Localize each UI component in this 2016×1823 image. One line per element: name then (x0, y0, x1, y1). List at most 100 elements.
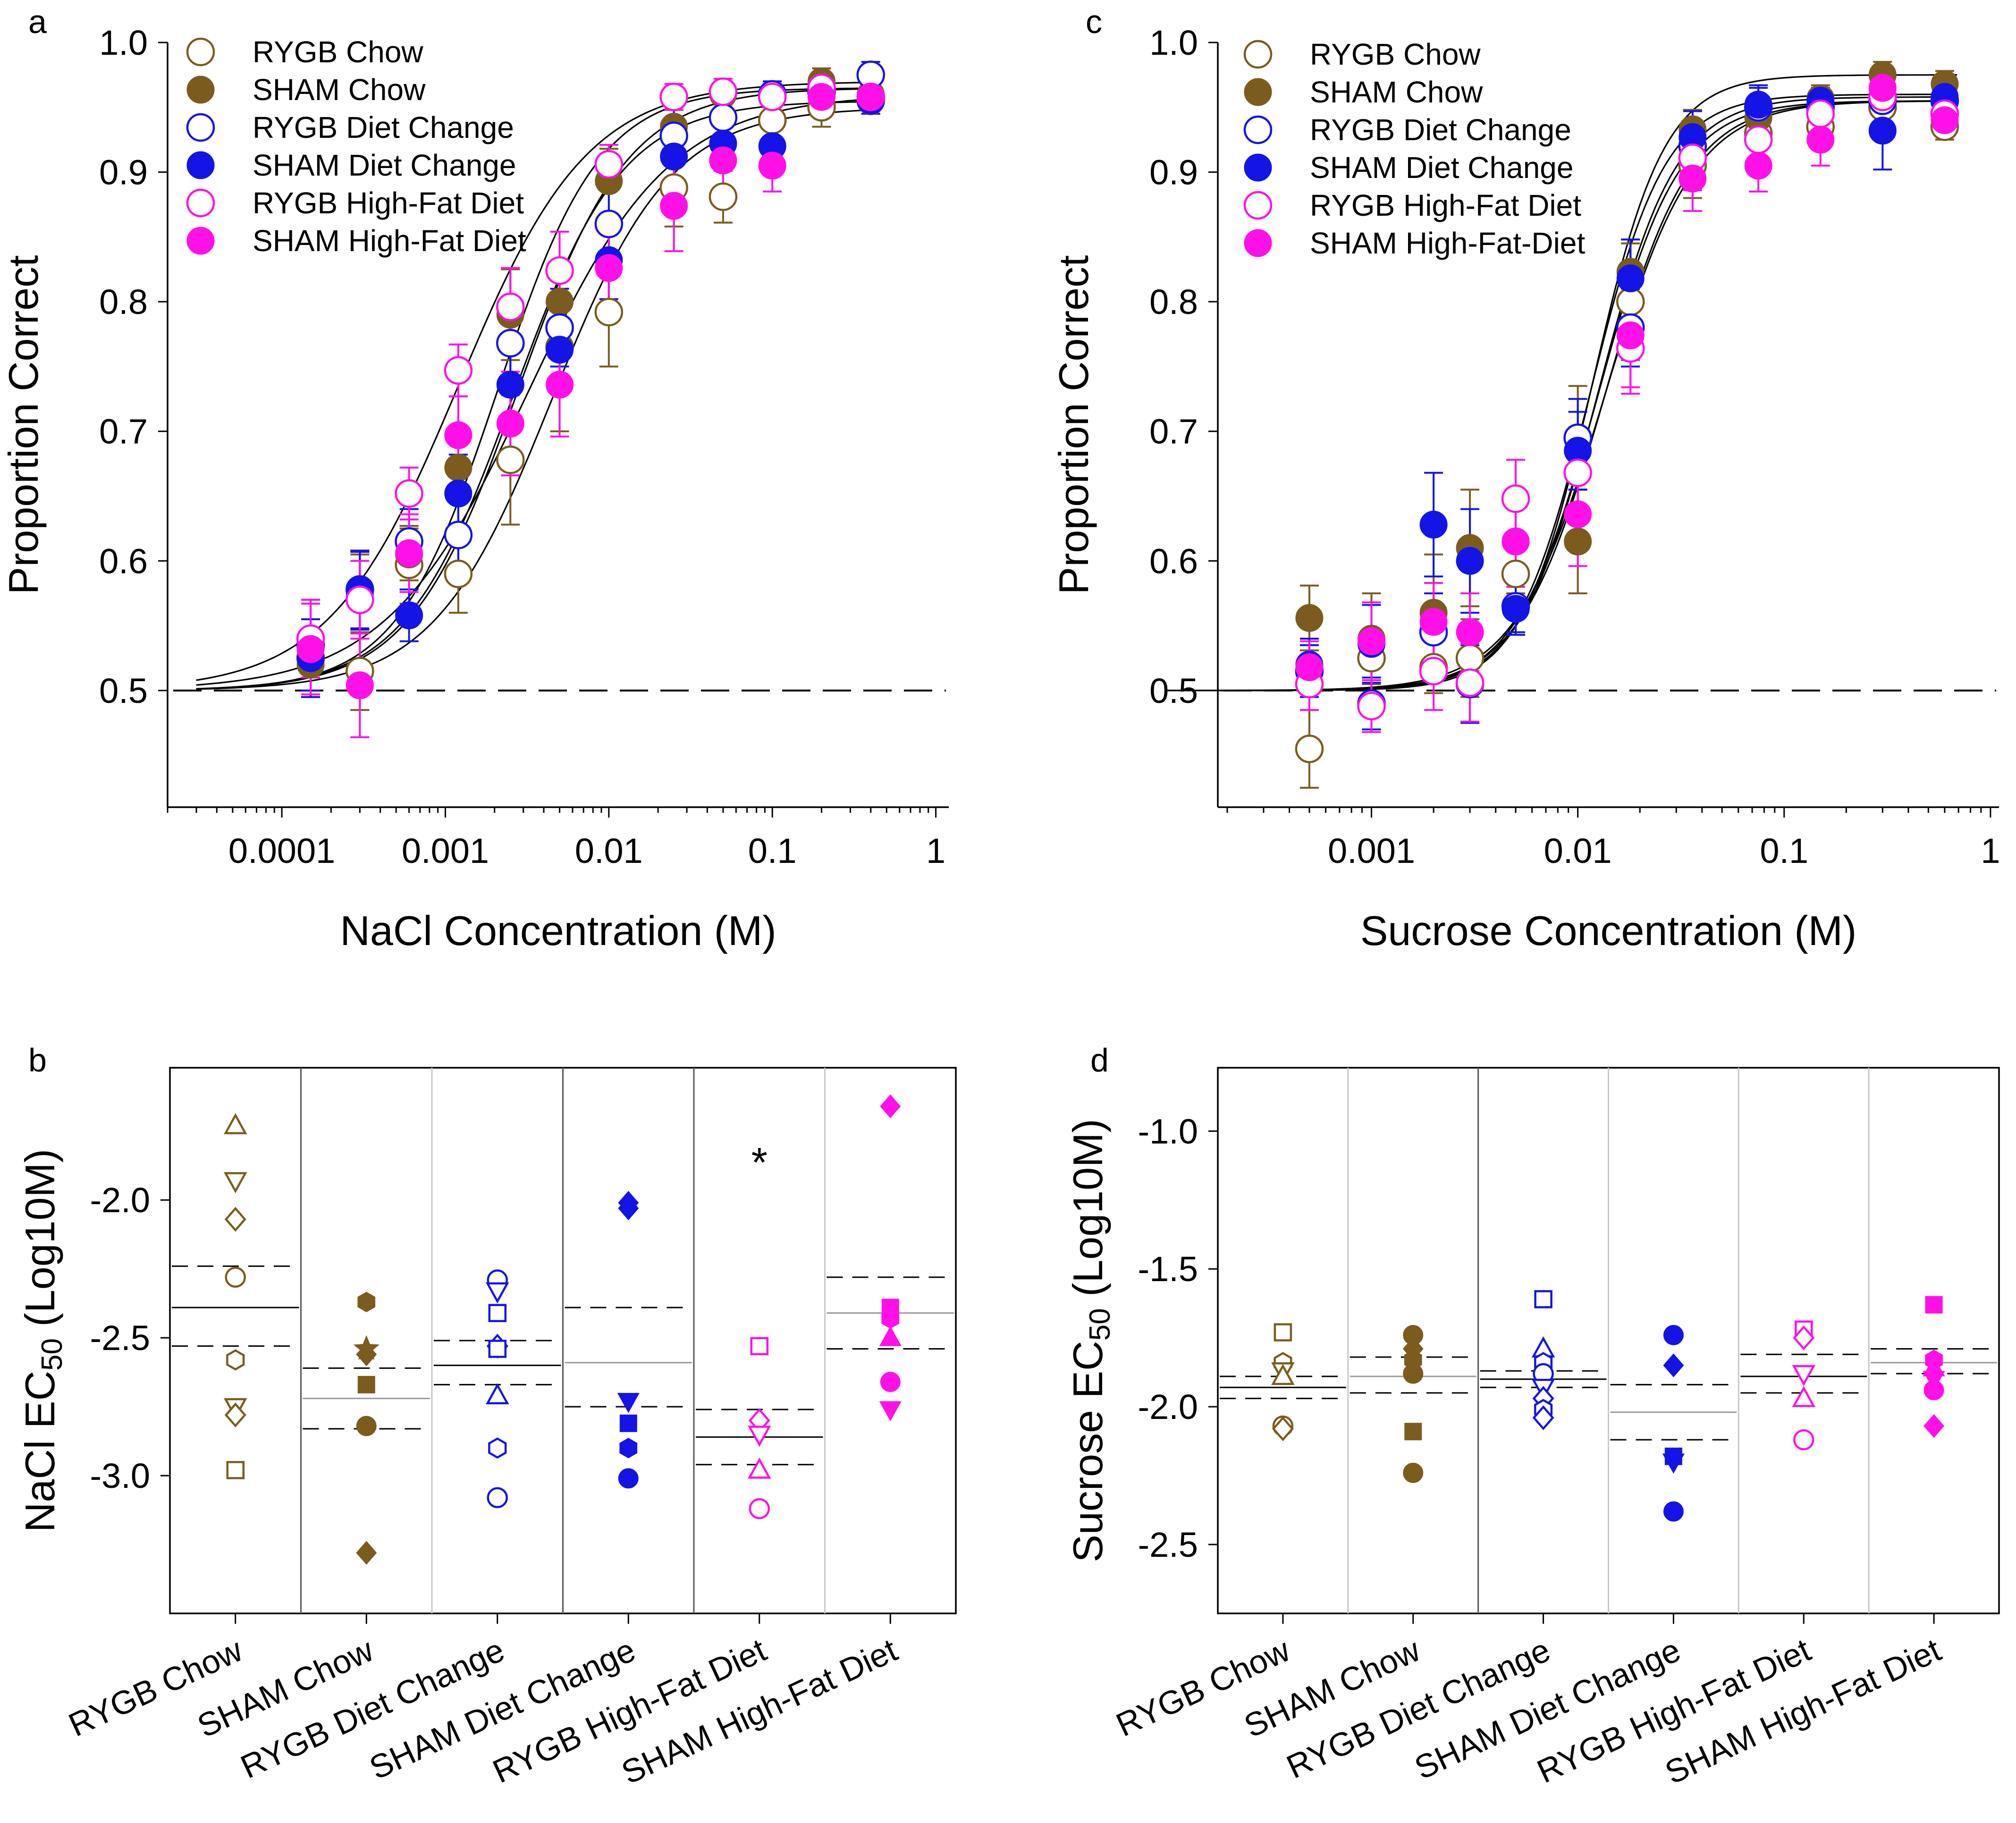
y-axis-title: Sucrose EC50 (Log10M) (1064, 1119, 1116, 1562)
ec50-point-rygb-chow (223, 1113, 247, 1134)
ec50-point-sham-high-fat-diet (1923, 1414, 1945, 1438)
y-axis-title-subscript: 50 (36, 1338, 68, 1371)
ec50-point-rygb-diet-change (1532, 1405, 1554, 1430)
data-point-sham-high-fat-diet (346, 671, 374, 700)
ec50-point-sham-diet-change (618, 1468, 639, 1489)
data-point-sham-high-fat-diet (1501, 527, 1530, 556)
ec50-point-rygb-high-fat-diet (749, 1498, 770, 1519)
ec50-point-rygb-high-fat-diet (1793, 1429, 1814, 1451)
y-axis-title: NaCl EC50 (Log10M) (17, 1149, 68, 1532)
ec50-point-rygb-high-fat-diet (1793, 1325, 1815, 1350)
data-point-sham-high-fat-diet (660, 192, 688, 220)
legend-label-sham-diet-change: SHAM Diet Change (253, 148, 516, 182)
data-point-rygb-high-fat-diet (1806, 99, 1835, 128)
data-point-sham-high-fat-diet (444, 421, 472, 449)
ec50-point-sham-chow (356, 1541, 377, 1565)
ec50-point-sham-diet-change (619, 1437, 638, 1459)
ec50-point-rygb-diet-change (485, 1282, 509, 1304)
data-point-sham-high-fat-diet (296, 635, 325, 663)
legend-label-sham-chow: SHAM Chow (253, 73, 426, 107)
y-axis-title: Proportion Correct (0, 255, 47, 595)
ec50-point-rygb-chow (226, 1461, 245, 1479)
data-point-rygb-chow (496, 445, 525, 474)
ec50-point-sham-chow (1403, 1462, 1424, 1483)
data-point-sham-high-fat-diet (709, 146, 737, 175)
ec50-point-sham-high-fat-diet (879, 1401, 902, 1422)
data-point-rygb-high-fat-diet (594, 150, 624, 179)
y-tick-label: -2.5 (90, 1318, 150, 1358)
data-point-rygb-chow (1501, 559, 1530, 589)
ec50-point-sham-chow (356, 1416, 377, 1436)
ec50-point-sham-chow (356, 1342, 377, 1367)
data-point-rygb-high-fat-diet (758, 83, 787, 111)
data-point-rygb-high-fat-diet (395, 479, 423, 508)
y-tick-label: 0.9 (99, 153, 148, 192)
y-tick-label: 0.7 (99, 412, 148, 451)
y-tick-label: -3.0 (90, 1456, 150, 1495)
data-point-sham-high-fat-diet (807, 83, 835, 111)
legend-label-rygb-diet-change: RYGB Diet Change (1310, 113, 1571, 147)
data-point-rygb-diet-change (444, 521, 473, 549)
legend-label-rygb-high-fat-diet: RYGB High-Fat Diet (253, 186, 524, 220)
x-tick-label: 0.01 (575, 831, 643, 870)
x-tick-label: 1 (926, 831, 945, 870)
ec50-point-sham-diet-change (1663, 1325, 1684, 1345)
data-point-rygb-high-fat-diet (1357, 692, 1386, 721)
ec50-point-sham-chow (357, 1291, 376, 1313)
legend-marker-sham-high-fat-diet (1244, 229, 1272, 257)
data-point-sham-chow (444, 454, 472, 482)
data-point-sham-chow (1295, 604, 1324, 632)
y-tick-label: -1.0 (1138, 1112, 1198, 1151)
y-tick-label: -1.5 (1138, 1249, 1198, 1289)
data-point-sham-high-fat-diet (1456, 618, 1484, 646)
x-tick-label: 0.01 (1544, 831, 1612, 870)
y-axis-title-main: Sucrose EC (1064, 1341, 1111, 1562)
ec50-point-sham-diet-change (1662, 1453, 1685, 1474)
ec50-point-sham-diet-change (619, 1414, 637, 1432)
significance-marker: * (751, 1139, 768, 1185)
y-tick-label: 0.5 (1149, 671, 1198, 710)
ec50-point-rygb-diet-change (488, 1304, 507, 1322)
ec50-point-rygb-high-fat-diet (1792, 1365, 1816, 1386)
ec50-point-sham-diet-change (1663, 1353, 1684, 1377)
ec50-point-sham-high-fat-diet (880, 1372, 901, 1393)
y-tick-label: -2.0 (90, 1181, 150, 1220)
legend-label-sham-high-fat-diet: SHAM High-Fat-Diet (1310, 226, 1585, 260)
ec50-point-sham-diet-change (618, 1196, 639, 1221)
data-point-sham-diet-change (1456, 547, 1484, 575)
data-point-sham-chow (1564, 527, 1592, 556)
panel-label: d (1090, 1042, 1109, 1079)
data-point-rygb-chow (1616, 287, 1645, 316)
data-point-sham-chow (546, 287, 574, 316)
ec50-point-rygb-chow (224, 1402, 246, 1428)
x-tick-label: 0.0001 (228, 831, 335, 870)
y-tick-label: 0.6 (99, 541, 148, 581)
data-point-sham-diet-change (1868, 117, 1897, 145)
legend-label-sham-chow: SHAM Chow (1310, 75, 1483, 109)
ec50-point-rygb-chow (1274, 1323, 1292, 1342)
ec50-point-rygb-chow (226, 1349, 245, 1371)
data-point-sham-high-fat-diet (1868, 74, 1897, 102)
y-tick-label: 0.5 (99, 671, 148, 710)
data-point-sham-diet-change (496, 371, 524, 399)
legend-label-rygb-high-fat-diet: RYGB High-Fat Diet (1310, 188, 1581, 222)
data-point-rygb-chow (594, 297, 624, 327)
ec50-point-sham-high-fat-diet (1923, 1380, 1944, 1401)
ec50-point-sham-chow (357, 1376, 375, 1393)
ec50-point-sham-chow (1403, 1363, 1424, 1384)
y-tick-label: 0.9 (1149, 153, 1198, 192)
panel-label: a (28, 3, 47, 40)
data-point-rygb-chow (1455, 643, 1485, 673)
data-point-rygb-high-fat-diet (1744, 125, 1773, 154)
y-tick-label: 1.0 (99, 23, 148, 62)
panel-a-nacl-psychometric: a 0.5 0.6 0.7 0.8 0.9 1.0 0.0001 0.001 0.01 0.1 1 Na… (0, 3, 949, 954)
data-point-sham-high-fat-diet (1806, 126, 1835, 154)
data-point-rygb-high-fat-diet (1563, 458, 1592, 487)
x-tick-label: 0.1 (748, 831, 797, 870)
data-point-rygb-diet-change (496, 329, 525, 358)
legend-marker-rygb-high-fat-diet (186, 188, 215, 218)
ec50-point-sham-high-fat-diet (881, 1308, 900, 1329)
data-point-rygb-high-fat-diet (444, 356, 473, 385)
y-tick-label: 0.7 (1149, 412, 1198, 451)
